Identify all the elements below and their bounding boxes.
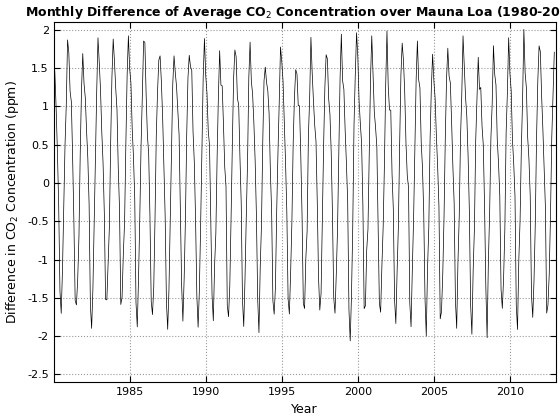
Y-axis label: Difference in CO$_2$ Concentration (ppm): Difference in CO$_2$ Concentration (ppm) bbox=[4, 80, 21, 324]
X-axis label: Year: Year bbox=[291, 402, 318, 415]
Title: Monthly Difference of Average CO$_2$ Concentration over Mauna Loa (1980-2012): Monthly Difference of Average CO$_2$ Con… bbox=[25, 5, 560, 21]
